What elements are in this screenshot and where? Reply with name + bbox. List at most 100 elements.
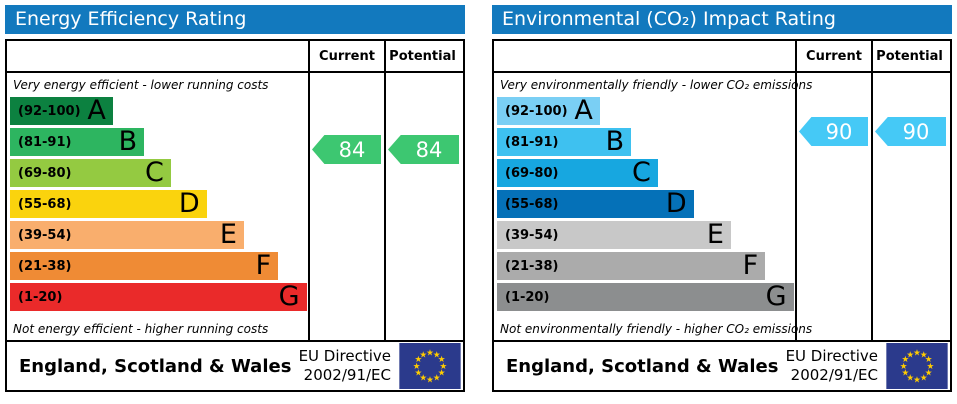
band-row: (1-20) G [10, 283, 308, 314]
svg-text:★: ★ [920, 373, 928, 383]
band-b: (81-91) B [497, 126, 632, 157]
eu-directive-label: EU Directive 2002/91/EC [785, 347, 878, 384]
current-rating-cell: 90 [795, 73, 871, 340]
band-letter: C [632, 157, 651, 188]
svg-text:★: ★ [440, 362, 448, 372]
svg-text:★: ★ [927, 362, 935, 372]
rating-table: Current Potential Very energy efficient … [5, 39, 465, 392]
band-row: (21-38) F [10, 252, 308, 283]
band-row: (92-100) A [10, 97, 308, 128]
band-range: (39-54) [505, 227, 559, 243]
rating-table: Current Potential Very environmentally f… [492, 39, 952, 392]
band-letter: G [278, 281, 300, 312]
svg-text:★: ★ [900, 362, 908, 372]
band-letter: G [765, 281, 787, 312]
potential-column-header: Potential [871, 41, 946, 71]
band-range: (81-91) [18, 134, 72, 150]
bottom-note: Not energy efficient - higher running co… [13, 322, 269, 336]
energy-efficiency-rating-panel: Energy Efficiency Rating Current Potenti… [5, 5, 465, 392]
table-header-row: Current Potential [494, 41, 950, 73]
table-footer-row: England, Scotland & Wales EU Directive 2… [7, 342, 463, 390]
potential-rating-arrow: 90 [875, 117, 946, 146]
band-row: (69-80) C [10, 159, 308, 190]
band-range: (81-91) [505, 134, 559, 150]
band-range: (1-20) [505, 289, 550, 305]
svg-text:★: ★ [433, 373, 441, 383]
band-letter: B [605, 126, 625, 157]
band-range: (1-20) [18, 289, 63, 305]
epc-rating-charts: Energy Efficiency Rating Current Potenti… [5, 5, 952, 392]
potential-rating-value: 84 [415, 137, 443, 162]
band-range: (39-54) [18, 227, 72, 243]
eu-directive-label: EU Directive 2002/91/EC [298, 347, 391, 384]
band-row: (1-20) G [497, 283, 795, 314]
svg-text:★: ★ [906, 373, 914, 383]
band-letter: E [706, 219, 724, 250]
band-g: (1-20) G [10, 283, 307, 311]
current-column-header: Current [308, 41, 384, 71]
svg-text:★: ★ [415, 369, 423, 379]
top-note: Very energy efficient - lower running co… [13, 78, 269, 92]
band-range: (69-80) [505, 165, 559, 181]
potential-rating-cell: 84 [384, 73, 459, 340]
band-f: (21-38) F [497, 252, 766, 280]
potential-rating-value: 90 [902, 119, 930, 144]
table-body-row: Very energy efficient - lower running co… [7, 73, 463, 342]
band-letter: B [118, 126, 138, 157]
svg-text:★: ★ [920, 350, 928, 360]
band-row: (39-54) E [10, 221, 308, 252]
current-rating-value: 90 [825, 119, 853, 144]
scale-header-cell [7, 41, 308, 71]
svg-text:★: ★ [438, 369, 446, 379]
band-row: (39-54) E [497, 221, 795, 252]
table-header-row: Current Potential [7, 41, 463, 73]
band-letter: F [255, 250, 272, 281]
svg-text:★: ★ [925, 355, 933, 365]
band-range: (21-38) [505, 258, 559, 274]
panel-title: Energy Efficiency Rating [5, 5, 465, 34]
svg-text:★: ★ [925, 369, 933, 379]
band-e: (39-54) E [10, 221, 244, 249]
bottom-note: Not environmentally friendly - higher CO… [500, 322, 813, 336]
current-rating-value: 84 [338, 137, 366, 162]
potential-rating-cell: 90 [871, 73, 946, 340]
band-c: (69-80) C [497, 159, 658, 187]
band-row: (55-68) D [10, 190, 308, 221]
eu-flag-icon: ★★★ ★★★ ★★★ ★★★ [886, 343, 948, 389]
svg-text:★: ★ [438, 355, 446, 365]
svg-text:★: ★ [906, 350, 914, 360]
band-row: (55-68) D [497, 190, 795, 221]
band-d: (55-68) D [497, 190, 694, 218]
band-letter: E [219, 219, 237, 250]
eu-flag-icon: ★★★ ★★★ ★★★ ★★★ [399, 343, 461, 389]
band-g: (1-20) G [497, 283, 794, 311]
band-row: (92-100) A [497, 97, 795, 128]
band-range: (92-100) [505, 103, 568, 119]
band-range: (69-80) [18, 165, 72, 181]
band-e: (39-54) E [497, 221, 731, 249]
svg-text:★: ★ [419, 373, 427, 383]
rating-scale: Very energy efficient - lower running co… [7, 73, 308, 340]
band-range: (55-68) [505, 196, 559, 212]
band-range: (55-68) [18, 196, 72, 212]
band-b: (81-91) B [10, 126, 145, 157]
table-body-row: Very environmentally friendly - lower CO… [494, 73, 950, 342]
svg-text:★: ★ [902, 369, 910, 379]
band-a: (92-100) A [497, 97, 600, 125]
svg-text:★: ★ [426, 375, 434, 385]
svg-text:★: ★ [413, 362, 421, 372]
current-rating-cell: 84 [308, 73, 384, 340]
potential-column-header: Potential [384, 41, 459, 71]
band-row: (69-80) C [497, 159, 795, 190]
svg-text:★: ★ [913, 375, 921, 385]
band-a: (92-100) A [10, 97, 113, 125]
svg-text:★: ★ [415, 355, 423, 365]
region-label: England, Scotland & Wales [506, 355, 779, 377]
band-range: (92-100) [18, 103, 81, 119]
svg-text:★: ★ [902, 355, 910, 365]
current-rating-arrow: 90 [799, 117, 868, 146]
svg-text:★: ★ [426, 348, 434, 358]
band-range: (21-38) [18, 258, 72, 274]
top-note: Very environmentally friendly - lower CO… [500, 78, 813, 92]
band-letter: D [665, 188, 687, 219]
